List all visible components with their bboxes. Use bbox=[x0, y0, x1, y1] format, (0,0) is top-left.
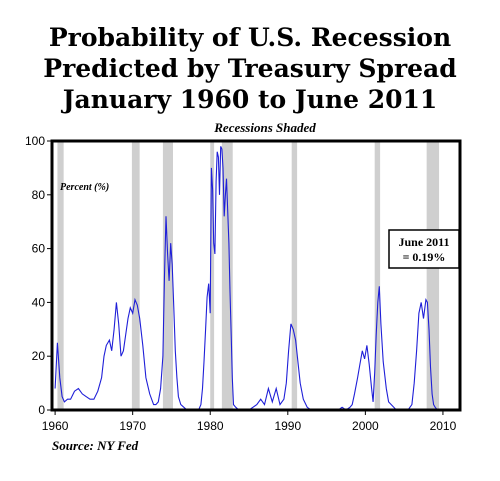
recession-band-6 bbox=[374, 141, 381, 410]
y-tick-label-20: 20 bbox=[32, 349, 46, 363]
source-note: Source: NY Fed bbox=[52, 438, 139, 453]
x-tick-label-2010: 2010 bbox=[430, 419, 457, 433]
recession-band-0 bbox=[57, 141, 64, 410]
probability-line bbox=[54, 146, 459, 411]
y-axis-label: Percent (%) bbox=[60, 182, 109, 193]
recession-band-5 bbox=[291, 141, 298, 410]
chart-title: Probability of U.S. Recession Predicted … bbox=[0, 22, 500, 115]
recession-band-7 bbox=[426, 141, 440, 410]
y-axis: 0 20 40 60 80 100 bbox=[25, 134, 52, 417]
chart-title-line-1: Probability of U.S. Recession bbox=[48, 23, 452, 52]
x-tick-label-1990: 1990 bbox=[274, 419, 301, 433]
chart-subtitle: Recessions Shaded bbox=[214, 120, 316, 135]
x-tick-label-2000: 2000 bbox=[352, 419, 379, 433]
x-axis: 1960 1970 1980 1990 2000 2010 bbox=[42, 410, 457, 433]
annotation-box: June 2011 = 0.19% bbox=[388, 229, 460, 269]
x-tick-label-1960: 1960 bbox=[42, 419, 69, 433]
annotation-line-1: June 2011 bbox=[398, 235, 449, 249]
x-tick-label-1980: 1980 bbox=[197, 419, 224, 433]
chart-title-line-2: Predicted by Treasury Spread bbox=[43, 54, 457, 83]
y-tick-label-40: 40 bbox=[32, 295, 46, 309]
y-tick-label-60: 60 bbox=[32, 242, 46, 256]
annotation-line-2: = 0.19% bbox=[403, 250, 446, 264]
recession-shading bbox=[57, 141, 440, 410]
recession-band-2 bbox=[162, 141, 174, 410]
recession-band-4 bbox=[221, 141, 233, 410]
y-tick-label-80: 80 bbox=[32, 188, 46, 202]
plot-frame bbox=[50, 139, 462, 412]
y-tick-label-0: 0 bbox=[38, 403, 45, 417]
recession-band-1 bbox=[131, 141, 140, 410]
chart-title-line-3: January 1960 to June 2011 bbox=[62, 85, 438, 114]
x-tick-label-1970: 1970 bbox=[119, 419, 146, 433]
y-tick-label-100: 100 bbox=[25, 134, 45, 148]
annotation-border bbox=[388, 229, 460, 269]
recession-band-3 bbox=[210, 141, 215, 410]
